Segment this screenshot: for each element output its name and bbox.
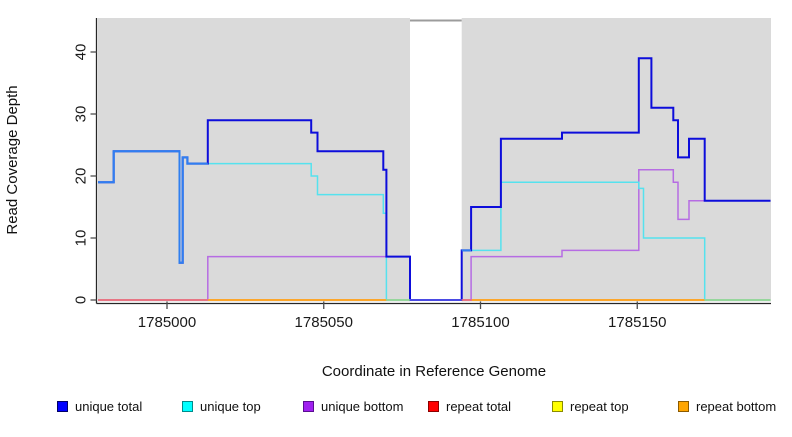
legend-item-repeat-top: repeat top	[552, 399, 629, 414]
legend-item-label: unique top	[200, 399, 261, 414]
series-unique-bottom-line	[98, 169, 771, 301]
overlap-blend-segment	[98, 150, 208, 264]
legend-item-label: repeat total	[446, 399, 512, 414]
legend-swatch-icon	[303, 401, 314, 412]
y-axis-ticks: 0 10 20 30 40	[73, 44, 97, 304]
x-tick-label: 1785150	[608, 314, 666, 331]
legend-swatch-icon	[552, 401, 563, 412]
legend-item-label: unique bottom	[321, 399, 404, 414]
legend-swatch-icon	[57, 401, 68, 412]
legend-swatch-icon	[428, 401, 439, 412]
legend-item-label: unique total	[75, 399, 143, 414]
legend-item-unique-total: unique total	[57, 399, 142, 414]
masked-repeat-region	[410, 10, 462, 302]
x-tick-label: 1785100	[451, 314, 509, 331]
y-tick-label: 40	[73, 44, 90, 61]
legend-swatch-icon	[182, 401, 193, 412]
plot-layers	[98, 10, 771, 302]
legend-swatch-icon	[678, 401, 689, 412]
legend-item-label: repeat bottom	[696, 399, 777, 414]
legend-item-unique-top: unique top	[182, 399, 261, 414]
legend-item-repeat-total: repeat total	[428, 399, 511, 414]
y-tick-label: 10	[73, 230, 90, 247]
legend-item-unique-bottom: unique bottom	[303, 399, 403, 414]
x-axis-title: Coordinate in Reference Genome	[322, 363, 546, 380]
y-tick-label: 0	[73, 296, 90, 304]
x-axis-ticks: 1785000 1785050 1785100 1785150	[138, 301, 666, 331]
legend-item-repeat-bottom: repeat bottom	[678, 399, 776, 414]
y-tick-label: 20	[73, 168, 90, 185]
x-tick-label: 1785050	[295, 314, 353, 331]
y-axis-title: Read Coverage Depth	[4, 85, 21, 234]
legend-item-label: repeat top	[570, 399, 629, 414]
y-tick-label: 30	[73, 106, 90, 123]
x-tick-label: 1785000	[138, 314, 196, 331]
